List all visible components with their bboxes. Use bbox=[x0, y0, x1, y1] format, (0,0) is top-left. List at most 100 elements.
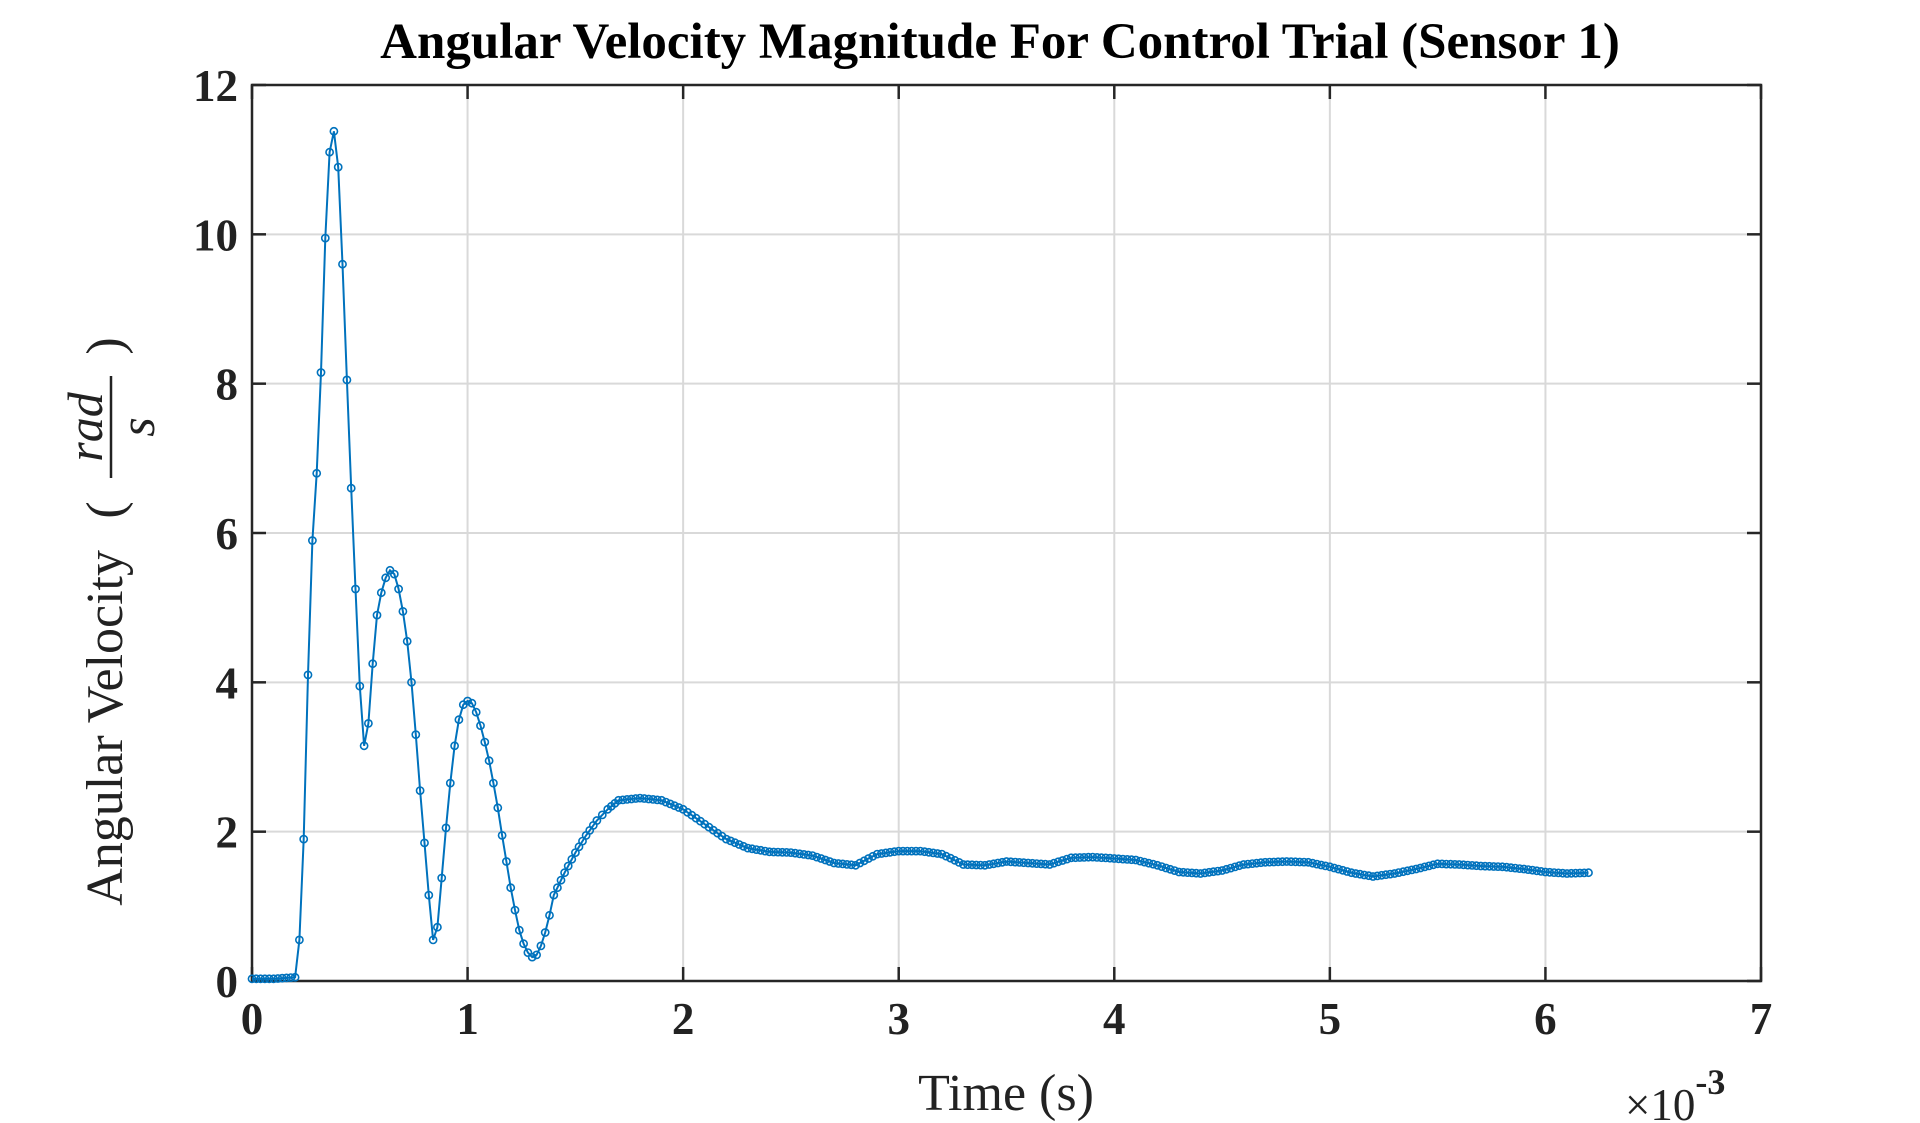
data-point bbox=[859, 856, 869, 866]
data-point bbox=[497, 831, 507, 840]
data-point bbox=[1286, 857, 1296, 867]
data-point bbox=[536, 941, 546, 951]
data-point bbox=[1209, 867, 1218, 877]
data-point bbox=[1213, 866, 1223, 876]
data-point bbox=[670, 801, 679, 811]
data-point bbox=[1040, 859, 1050, 869]
data-point bbox=[825, 857, 835, 866]
data-point bbox=[1058, 856, 1067, 865]
data-point bbox=[1554, 868, 1563, 878]
data-point bbox=[1217, 866, 1227, 875]
data-point bbox=[864, 854, 873, 863]
data-point bbox=[1002, 857, 1011, 866]
data-point bbox=[1450, 860, 1460, 869]
data-point bbox=[264, 974, 274, 984]
data-point bbox=[851, 860, 860, 870]
data-point bbox=[881, 848, 891, 858]
data-point bbox=[1532, 866, 1542, 876]
data-point bbox=[1579, 868, 1589, 878]
data-point bbox=[644, 794, 654, 804]
data-point bbox=[1075, 853, 1085, 862]
data-point bbox=[411, 730, 421, 739]
data-point bbox=[1243, 859, 1253, 869]
data-point bbox=[1463, 860, 1473, 870]
data-point bbox=[838, 859, 848, 869]
data-point bbox=[1282, 857, 1292, 866]
data-point bbox=[398, 607, 408, 616]
data-point bbox=[1049, 858, 1059, 868]
data-point bbox=[902, 846, 912, 856]
data-point bbox=[368, 659, 378, 669]
data-point bbox=[803, 850, 813, 860]
data-point bbox=[355, 681, 365, 691]
data-point bbox=[488, 778, 498, 788]
x-tick-label: 5 bbox=[1319, 994, 1342, 1044]
data-point bbox=[928, 848, 938, 858]
data-point bbox=[739, 841, 748, 851]
data-point bbox=[652, 795, 662, 805]
data-point bbox=[342, 375, 352, 385]
data-point bbox=[389, 569, 399, 579]
data-point bbox=[316, 368, 326, 377]
data-point bbox=[450, 741, 459, 751]
data-point bbox=[1407, 865, 1417, 875]
data-point bbox=[959, 860, 968, 869]
data-point bbox=[1308, 858, 1317, 868]
grid bbox=[252, 85, 1761, 981]
data-point bbox=[1135, 856, 1145, 866]
data-point bbox=[726, 836, 735, 846]
data-point bbox=[493, 803, 503, 813]
data-point bbox=[1321, 861, 1330, 871]
data-point bbox=[1571, 868, 1580, 878]
y-tick-label: 6 bbox=[216, 509, 239, 559]
x-tick-label: 4 bbox=[1103, 994, 1126, 1044]
data-point bbox=[963, 860, 973, 870]
data-point bbox=[1351, 869, 1361, 878]
data-point bbox=[984, 860, 994, 869]
data-point bbox=[1355, 869, 1365, 879]
data-point bbox=[648, 795, 658, 804]
data-point bbox=[592, 816, 602, 825]
data-point bbox=[657, 795, 666, 805]
data-point bbox=[402, 636, 412, 646]
data-point bbox=[1222, 864, 1231, 874]
data-point bbox=[924, 847, 934, 857]
data-point bbox=[1545, 867, 1555, 877]
data-point bbox=[463, 696, 472, 706]
data-point bbox=[1118, 854, 1128, 864]
chart-title: Angular Velocity Magnitude For Control T… bbox=[380, 14, 1620, 70]
data-point bbox=[1036, 859, 1046, 869]
data-point bbox=[933, 849, 942, 858]
data-point bbox=[915, 846, 925, 856]
data-point bbox=[1394, 868, 1404, 877]
data-point bbox=[1437, 859, 1447, 869]
data-point bbox=[868, 851, 878, 861]
data-point bbox=[1239, 860, 1248, 869]
data-point bbox=[1575, 868, 1585, 878]
data-point bbox=[597, 810, 607, 820]
data-point bbox=[635, 793, 645, 803]
data-point bbox=[1295, 857, 1305, 867]
y-tick-label: 8 bbox=[216, 360, 239, 410]
data-point bbox=[1032, 859, 1042, 868]
data-point bbox=[376, 588, 386, 598]
data-point bbox=[540, 928, 550, 937]
data-point bbox=[277, 973, 287, 983]
data-point bbox=[1424, 861, 1434, 871]
data-point bbox=[1299, 857, 1309, 867]
data-point bbox=[1385, 869, 1395, 879]
data-point bbox=[627, 794, 636, 804]
data-point bbox=[1174, 867, 1184, 877]
y-axis-unit-denominator: s bbox=[109, 417, 165, 436]
data-point bbox=[618, 795, 628, 805]
data-point bbox=[1097, 853, 1106, 863]
data-point bbox=[795, 849, 804, 859]
data-point bbox=[1157, 862, 1167, 871]
data-point bbox=[437, 873, 447, 883]
data-point bbox=[1161, 863, 1171, 873]
x-tick-label: 6 bbox=[1534, 994, 1557, 1044]
data-point bbox=[1256, 858, 1266, 868]
data-point bbox=[549, 890, 559, 900]
data-point bbox=[1178, 867, 1188, 877]
data-point bbox=[1092, 853, 1102, 862]
